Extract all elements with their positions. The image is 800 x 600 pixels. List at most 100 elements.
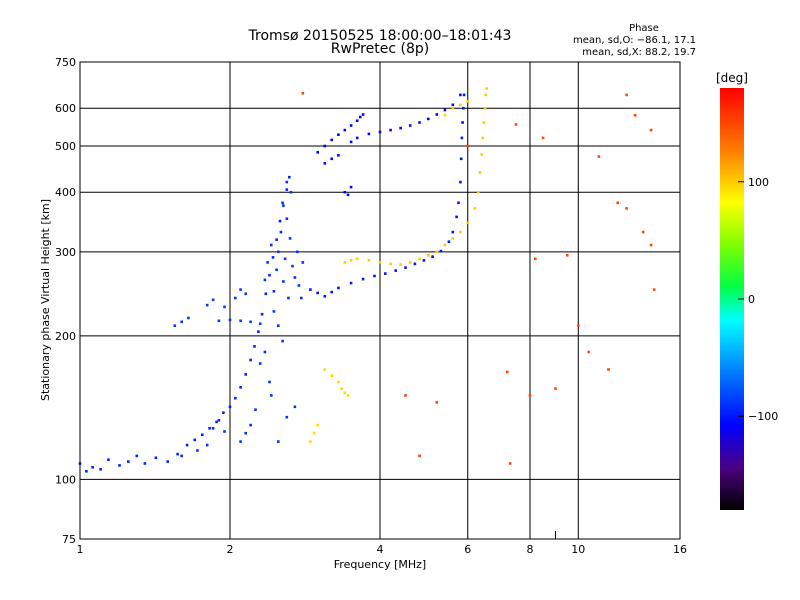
data-point: [587, 350, 591, 354]
data-point: [154, 456, 158, 460]
data-point: [107, 458, 110, 461]
y-tick-label: 300: [55, 246, 76, 259]
x-tick-label: 16: [673, 543, 687, 556]
x-tick-label: 6: [464, 543, 471, 556]
data-point: [249, 423, 252, 427]
data-point: [249, 320, 252, 324]
data-point: [418, 454, 421, 458]
data-point: [554, 387, 557, 390]
data-point: [223, 430, 226, 433]
data-point: [349, 259, 353, 262]
data-point: [272, 290, 276, 293]
y-axis-label: Stationary phase Virtual Height [km]: [39, 199, 52, 401]
data-point: [166, 460, 169, 463]
data-point: [257, 330, 260, 333]
data-point: [443, 113, 447, 117]
colorbar-tick-label: −100: [748, 410, 778, 423]
y-tick-label: 500: [55, 140, 76, 153]
data-point: [451, 237, 455, 240]
data-point: [215, 420, 218, 424]
data-point: [577, 324, 580, 327]
colorbar-ticks: 100 0 −100: [738, 176, 778, 423]
data-point: [443, 243, 447, 247]
data-point: [355, 136, 359, 140]
y-tick-label: 200: [55, 330, 76, 343]
data-point: [337, 286, 340, 290]
data-point: [477, 190, 480, 194]
data-point: [208, 427, 211, 430]
data-point: [451, 106, 455, 110]
data-point: [355, 119, 359, 122]
data-point: [309, 440, 312, 443]
colorbar-tick-label: 100: [748, 176, 769, 189]
data-point: [649, 243, 653, 247]
data-point: [301, 261, 305, 264]
data-point: [514, 123, 518, 126]
data-point: [455, 215, 458, 219]
data-point: [222, 411, 225, 414]
x-tick-label: 4: [377, 543, 384, 556]
data-point: [483, 106, 487, 110]
data-point: [343, 391, 347, 394]
chart-title: Tromsø 20150525 18:00:00–18:01:43: [248, 28, 512, 44]
data-point: [394, 269, 397, 272]
data-point: [466, 221, 469, 225]
data-point: [484, 93, 487, 97]
data-point: [541, 136, 545, 140]
data-point: [597, 155, 601, 158]
data-point: [301, 91, 305, 95]
data-point: [625, 93, 628, 97]
data-point: [285, 180, 289, 184]
data-point: [367, 259, 371, 262]
data-point: [244, 292, 247, 296]
data-point: [316, 291, 319, 295]
data-point: [291, 264, 294, 268]
data-point: [201, 433, 204, 437]
data-point: [652, 288, 656, 291]
data-point: [349, 185, 353, 189]
data-point: [373, 274, 376, 278]
data-point: [205, 303, 209, 307]
data-point: [275, 268, 278, 272]
data-point: [239, 386, 242, 389]
data-point: [85, 470, 88, 473]
y-axis-ticks: 75 100 200 300 400 500 600 750: [55, 56, 76, 546]
data-point: [135, 454, 139, 458]
data-point: [278, 219, 282, 223]
data-point: [270, 243, 273, 247]
x-tick-label: 1: [77, 543, 84, 556]
data-point: [289, 190, 293, 194]
data-point: [343, 190, 347, 194]
data-point: [431, 255, 434, 258]
data-point: [323, 368, 327, 371]
data-point: [616, 201, 619, 205]
data-point: [413, 262, 417, 266]
x-tick-label: 10: [571, 543, 585, 556]
data-point: [625, 207, 628, 210]
data-point: [239, 288, 242, 291]
data-point: [176, 452, 179, 456]
data-point: [473, 207, 477, 210]
chart-subtitle: RwPretec (8p): [331, 41, 429, 57]
stats-header: Phase: [629, 23, 659, 34]
data-point: [404, 394, 407, 397]
data-point: [649, 128, 653, 132]
data-point: [283, 257, 287, 261]
data-point: [99, 468, 102, 471]
data-point: [378, 130, 382, 134]
data-point: [482, 121, 485, 124]
data-point: [485, 87, 488, 90]
data-point: [367, 132, 371, 136]
data-point: [253, 345, 256, 348]
data-point: [268, 380, 271, 384]
data-point: [277, 324, 280, 327]
data-point: [281, 339, 284, 343]
data-point: [330, 290, 333, 294]
data-point: [270, 394, 273, 397]
data-point: [478, 171, 482, 174]
data-point: [293, 405, 297, 409]
data-point: [337, 133, 340, 136]
data-point: [260, 312, 264, 316]
y-tick-label: 75: [62, 533, 76, 546]
data-point: [459, 93, 462, 97]
